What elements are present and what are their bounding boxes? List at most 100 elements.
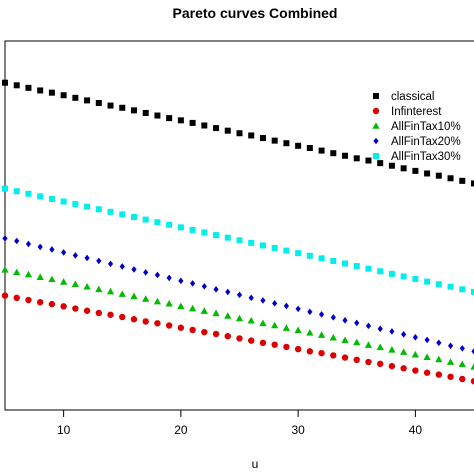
data-point — [259, 135, 266, 142]
data-point — [377, 325, 383, 333]
data-point — [166, 115, 173, 122]
data-point — [436, 339, 442, 347]
legend-marker — [373, 137, 379, 145]
x-tick-label: 40 — [409, 423, 423, 437]
data-point — [388, 362, 396, 370]
data-point — [247, 316, 255, 324]
data-point — [412, 367, 419, 374]
data-point — [2, 185, 8, 192]
data-point — [318, 147, 325, 154]
data-point — [388, 162, 395, 169]
data-point — [236, 130, 243, 137]
data-point — [201, 283, 207, 290]
series-allfintax20- — [2, 235, 474, 355]
data-point — [177, 302, 185, 310]
x-tick-label: 30 — [291, 423, 305, 437]
data-point — [166, 274, 172, 282]
data-point — [1, 265, 9, 273]
data-point — [236, 291, 243, 299]
data-point — [96, 257, 102, 265]
data-point — [318, 255, 325, 262]
data-point — [458, 360, 466, 368]
data-point — [213, 125, 220, 132]
legend-marker — [372, 122, 380, 129]
data-point — [154, 112, 161, 119]
data-point — [83, 282, 91, 290]
legend-item: Infinterest — [372, 106, 442, 118]
data-point — [377, 160, 384, 167]
data-point — [412, 167, 419, 174]
data-point — [142, 109, 149, 116]
data-series — [1, 79, 474, 385]
data-point — [388, 346, 396, 353]
data-point — [400, 165, 407, 172]
data-point — [25, 296, 32, 304]
data-point — [154, 320, 161, 327]
data-point — [423, 369, 431, 376]
data-point — [330, 352, 337, 359]
data-point — [106, 287, 115, 295]
data-point — [13, 268, 21, 276]
series-allfintax30- — [2, 185, 474, 295]
data-point — [165, 322, 173, 329]
data-point — [377, 268, 384, 275]
data-point — [294, 345, 302, 353]
data-point — [131, 266, 137, 273]
data-point — [119, 104, 126, 111]
data-point — [60, 278, 68, 285]
data-point — [130, 214, 137, 221]
data-point — [307, 308, 313, 316]
data-point — [224, 333, 231, 340]
data-point — [295, 142, 302, 149]
data-point — [25, 240, 32, 248]
data-point — [353, 155, 360, 162]
data-point — [435, 355, 443, 363]
data-point — [142, 318, 149, 325]
x-tick-label: 10 — [57, 423, 71, 437]
data-point — [318, 311, 325, 318]
data-point — [95, 99, 102, 106]
data-point — [364, 341, 373, 348]
legend-marker — [373, 153, 379, 159]
x-tick-label: 20 — [174, 423, 188, 437]
data-point — [330, 257, 337, 264]
data-point — [71, 280, 79, 287]
data-point — [48, 195, 55, 202]
data-point — [400, 348, 408, 355]
data-point — [119, 263, 125, 270]
legend-label: classical — [391, 91, 434, 103]
data-point — [259, 319, 267, 327]
data-point — [48, 300, 56, 308]
data-point — [201, 122, 208, 129]
data-point — [37, 243, 43, 251]
data-point — [72, 252, 78, 259]
data-point — [201, 328, 208, 336]
data-point — [401, 331, 407, 338]
data-point — [177, 224, 184, 231]
data-point — [107, 311, 114, 318]
data-point — [189, 326, 196, 334]
data-point — [376, 343, 384, 351]
data-point — [424, 278, 431, 285]
data-point — [1, 292, 9, 299]
data-point — [330, 150, 337, 157]
legend-item: AllFinTax10% — [372, 121, 461, 133]
data-point — [84, 254, 90, 262]
data-point — [190, 280, 196, 287]
data-point — [294, 326, 302, 334]
data-point — [236, 237, 243, 244]
data-point — [61, 249, 67, 256]
legend-marker — [373, 93, 379, 99]
data-point — [400, 365, 407, 372]
data-point — [130, 107, 137, 114]
data-point — [412, 334, 418, 341]
data-point — [353, 356, 360, 364]
data-point — [365, 358, 372, 366]
data-point — [201, 229, 208, 236]
data-point — [471, 180, 474, 187]
data-point — [365, 157, 372, 164]
data-point — [377, 360, 384, 368]
data-point — [248, 132, 255, 139]
plot-border — [4, 40, 474, 411]
data-point — [470, 378, 474, 385]
